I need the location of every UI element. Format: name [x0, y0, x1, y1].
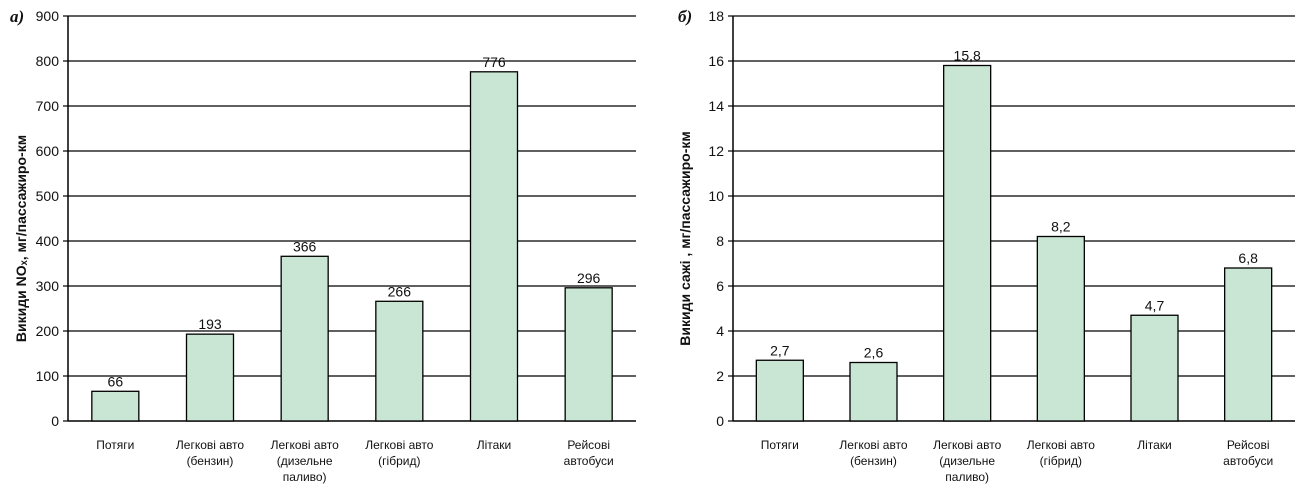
chart-1-category-label: Легкові авто (бензин) [839, 438, 908, 468]
chart-1-y-tick-label: 18 [708, 8, 724, 24]
chart-0-y-tick-label: 600 [36, 143, 60, 159]
chart-0-y-tick-label: 900 [36, 8, 60, 24]
chart-0-y-tick-label: 400 [36, 233, 60, 249]
chart-1-y-axis-title: Викиди сажі , мг/пассажиро-км [677, 131, 693, 345]
chart-0-category-label: Літаки [477, 438, 512, 452]
chart-1-panel: б) 0 2 4 6 8 10 12 14 16 18 Викиди сажі , мг/пассаж… [677, 7, 1295, 484]
chart-1-bar [943, 64, 992, 422]
chart-1-data-label: 2,7 [770, 342, 790, 358]
chart-1-y-tick-label: 8 [716, 233, 724, 249]
chart-1-y-tick-label: 10 [708, 188, 724, 204]
chart-0-bar [375, 300, 424, 422]
chart-1-bar [755, 359, 804, 422]
chart-0-bar [280, 255, 329, 422]
chart-1-y-tick-label: 16 [708, 53, 724, 69]
chart-1-category-label: Літаки [1137, 438, 1172, 452]
chart-1-y-tick-label: 6 [716, 278, 724, 294]
chart-1-y-tick-label: 14 [708, 98, 724, 114]
chart-1-category-label: Легкові авто (гібрид) [1027, 438, 1096, 468]
chart-1-y-tick-label: 2 [716, 368, 724, 384]
chart-0-y-axis-title: Викиди NOₓ, мг/пассажиро-км [13, 135, 29, 342]
chart-1-category-label: Легкові авто (дизельне паливо) [933, 438, 1002, 484]
chart-0-category-label: Рейсові автобуси [564, 438, 614, 468]
chart-0-category-label: Потяги [96, 438, 134, 452]
chart-0-category-label: Легкові авто (дизельне паливо) [271, 438, 340, 484]
chart-0-y-tick-label: 500 [36, 188, 60, 204]
chart-0-category-label: Легкові авто (гібрид) [365, 438, 434, 468]
chart-1-category-label: Потяги [761, 438, 799, 452]
chart-1-bar [849, 361, 898, 422]
chart-1-data-label: 6,8 [1238, 250, 1258, 266]
chart-0-y-tick-label: 800 [36, 53, 60, 69]
chart-0-y-tick-label: 200 [36, 323, 60, 339]
chart-0-data-label: 366 [293, 238, 317, 254]
chart-0-y-tick-label: 300 [36, 278, 60, 294]
chart-0-data-label: 66 [108, 373, 124, 389]
chart-0-bar [469, 71, 519, 422]
chart-1-data-label: 15,8 [954, 48, 981, 64]
chart-0-bar [564, 287, 613, 422]
chart-1-bar [1036, 235, 1085, 422]
chart-1-bar [1224, 267, 1273, 422]
chart-1-data-label: 2,6 [864, 345, 884, 361]
chart-1-y-tick-label: 4 [716, 323, 724, 339]
chart-0-y-tick-label: 700 [36, 98, 60, 114]
chart-0-data-label: 296 [577, 270, 601, 286]
chart-0-data-label: 193 [198, 316, 222, 332]
chart-1-bar [1130, 314, 1179, 422]
chart-1-y-tick-label: 12 [708, 143, 724, 159]
chart-0-panel: а) 0 100 200 300 400 500 600 700 800 900 Викиди NOₓ… [10, 7, 636, 484]
chart-1-panel-letter: б) [678, 7, 692, 26]
chart-0-bar [91, 390, 140, 422]
chart-1-data-label: 8,2 [1051, 219, 1071, 235]
chart-0-panel-letter: а) [10, 7, 24, 26]
chart-0-category-label: Легкові авто (бензин) [176, 438, 245, 468]
chart-0-y-tick-label: 0 [51, 413, 59, 429]
chart-0-bar [185, 333, 235, 422]
chart-1-y-tick-label: 0 [716, 413, 724, 429]
chart-0-data-label: 776 [482, 54, 506, 70]
chart-1-category-label: Рейсові автобуси [1223, 438, 1273, 468]
chart-0-data-label: 266 [388, 283, 412, 299]
chart-0-y-tick-label: 100 [36, 368, 60, 384]
chart-1-data-label: 4,7 [1145, 297, 1165, 313]
